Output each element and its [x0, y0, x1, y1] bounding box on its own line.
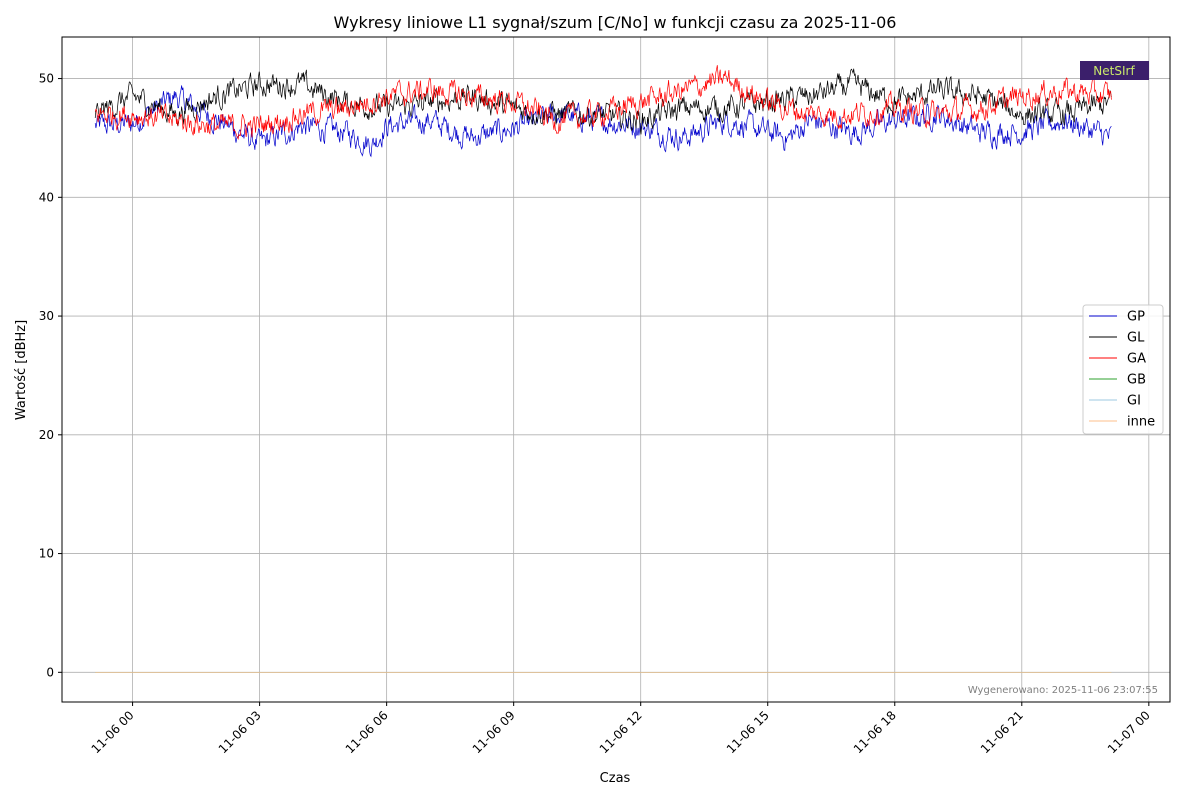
grid: [62, 37, 1170, 702]
y-tick-label: 40: [39, 190, 54, 204]
legend-label-inne: inne: [1127, 415, 1155, 430]
legend-label-gp: GP: [1127, 310, 1145, 325]
series-lines: [94, 65, 1112, 673]
plot-frame: [61, 36, 1171, 703]
x-axis-title: Czas: [600, 771, 631, 786]
y-tick-label: 10: [39, 547, 54, 561]
y-tick-label: 0: [46, 665, 54, 679]
legend: GP GL GA GB GI inne: [1082, 304, 1164, 435]
legend-label-ga: GA: [1127, 352, 1146, 367]
logo-text: NetSIrf: [1093, 64, 1135, 78]
y-axis-title: Wartość [dBHz]: [14, 320, 29, 420]
series-line-gl: [94, 68, 1112, 135]
chart-title: Wykresy liniowe L1 sygnał/szum [C/No] w …: [334, 13, 897, 32]
series-line-ga: [94, 65, 1112, 140]
legend-label-gl: GL: [1127, 331, 1145, 346]
logo-badge: [1080, 61, 1149, 80]
y-tick-label: 50: [39, 72, 54, 86]
y-tick-label: 20: [39, 428, 54, 442]
generated-annotation: Wygenerowano: 2025-11-06 23:07:55: [968, 685, 1158, 696]
y-tick-label: 30: [39, 309, 54, 323]
legend-label-gi: GI: [1127, 394, 1141, 409]
logo: NetSIrf: [1080, 61, 1149, 80]
legend-label-gb: GB: [1127, 373, 1146, 388]
